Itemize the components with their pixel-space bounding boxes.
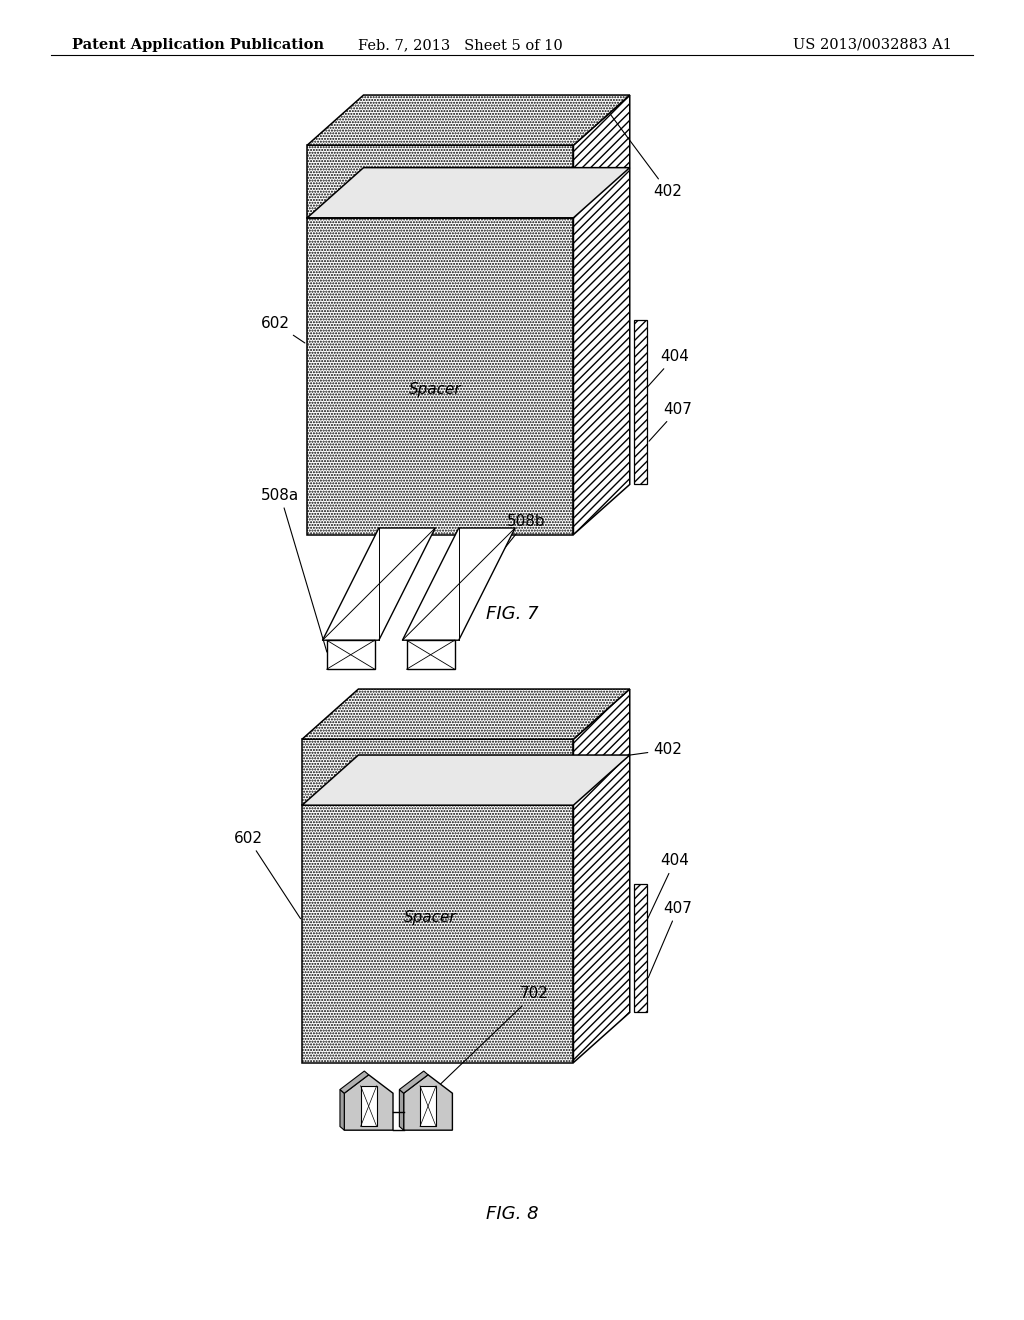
Polygon shape bbox=[407, 640, 455, 669]
Text: 407: 407 bbox=[649, 401, 692, 441]
Polygon shape bbox=[302, 805, 573, 1063]
Text: Feb. 7, 2013   Sheet 5 of 10: Feb. 7, 2013 Sheet 5 of 10 bbox=[358, 38, 563, 51]
Polygon shape bbox=[307, 168, 630, 218]
Text: 407: 407 bbox=[648, 900, 692, 978]
Text: 404: 404 bbox=[635, 853, 689, 945]
Text: 602: 602 bbox=[261, 315, 305, 343]
Polygon shape bbox=[327, 640, 375, 669]
Text: 508a: 508a bbox=[261, 487, 327, 652]
Text: 404: 404 bbox=[636, 348, 689, 400]
Text: 602: 602 bbox=[233, 830, 301, 919]
Polygon shape bbox=[340, 1071, 369, 1093]
Polygon shape bbox=[360, 1086, 377, 1126]
Text: 508b: 508b bbox=[413, 1104, 452, 1119]
Polygon shape bbox=[399, 1089, 403, 1130]
Polygon shape bbox=[302, 739, 573, 805]
Polygon shape bbox=[573, 95, 630, 535]
Polygon shape bbox=[323, 528, 435, 640]
Polygon shape bbox=[573, 689, 630, 1063]
Polygon shape bbox=[403, 1074, 453, 1130]
Polygon shape bbox=[344, 1074, 393, 1130]
Text: 702: 702 bbox=[427, 986, 549, 1097]
Text: FIG. 8: FIG. 8 bbox=[485, 1205, 539, 1224]
Polygon shape bbox=[634, 884, 647, 1012]
Polygon shape bbox=[634, 319, 647, 484]
Polygon shape bbox=[307, 95, 630, 145]
Polygon shape bbox=[402, 528, 515, 640]
Text: FIG. 7: FIG. 7 bbox=[485, 605, 539, 623]
Text: US 2013/0032883 A1: US 2013/0032883 A1 bbox=[794, 38, 952, 51]
Polygon shape bbox=[420, 1086, 436, 1126]
Text: 402: 402 bbox=[604, 742, 682, 759]
Polygon shape bbox=[302, 755, 630, 805]
Polygon shape bbox=[399, 1071, 428, 1093]
Text: 508b: 508b bbox=[432, 513, 546, 638]
Text: 402: 402 bbox=[609, 112, 682, 199]
Polygon shape bbox=[340, 1089, 344, 1130]
Text: 508a: 508a bbox=[341, 1104, 380, 1119]
Text: Patent Application Publication: Patent Application Publication bbox=[72, 38, 324, 51]
Text: Spacer: Spacer bbox=[403, 909, 457, 925]
Polygon shape bbox=[307, 218, 573, 535]
Text: Spacer: Spacer bbox=[409, 381, 462, 397]
Polygon shape bbox=[307, 145, 573, 218]
Polygon shape bbox=[302, 689, 630, 739]
